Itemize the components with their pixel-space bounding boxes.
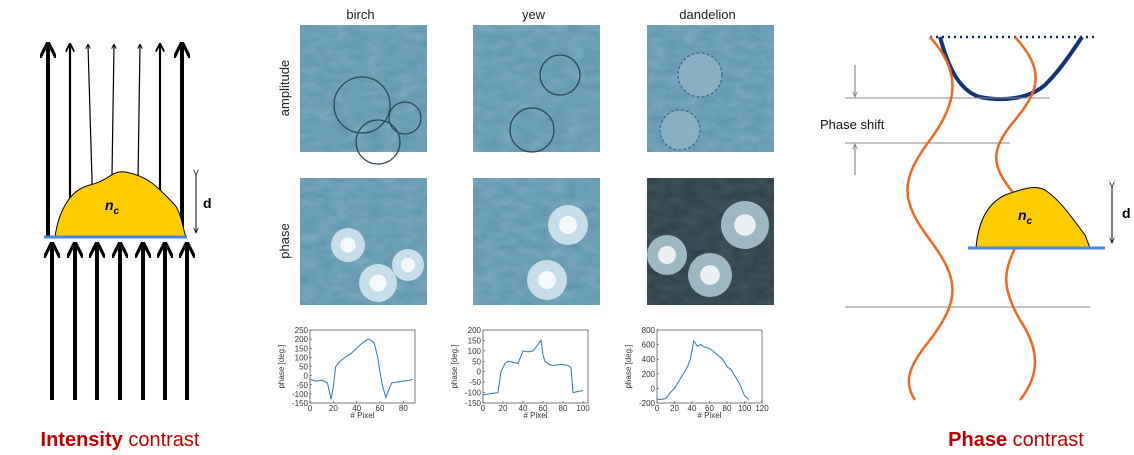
title-bold: Intensity bbox=[41, 429, 124, 451]
y-tick-label: 600 bbox=[642, 341, 656, 350]
data-line bbox=[310, 339, 413, 399]
row-label: amplitude bbox=[277, 60, 292, 116]
data-line bbox=[657, 341, 749, 400]
x-tick-label: 20 bbox=[670, 404, 679, 413]
y-tick-label: 200 bbox=[295, 335, 309, 344]
y-tick-label: -200 bbox=[639, 399, 656, 408]
y-tick-label: 150 bbox=[295, 344, 309, 353]
cell-core bbox=[369, 274, 386, 291]
x-tick-label: 100 bbox=[576, 404, 590, 413]
y-tick-label: -150 bbox=[465, 399, 482, 408]
plot-frame bbox=[657, 330, 762, 403]
column-label: yew bbox=[522, 7, 546, 22]
y-axis-label: phase [deg.] bbox=[624, 344, 633, 388]
y-axis-label: phase [deg.] bbox=[450, 344, 459, 388]
subscript: c bbox=[114, 206, 120, 217]
symbol: n bbox=[105, 197, 114, 213]
y-tick-label: 50 bbox=[472, 357, 481, 366]
y-tick-label: 0 bbox=[651, 384, 656, 393]
x-tick-label: 80 bbox=[723, 404, 732, 413]
x-axis-label: # Pixel bbox=[350, 411, 374, 420]
image-texture bbox=[473, 25, 600, 152]
x-tick-label: 120 bbox=[755, 404, 769, 413]
x-tick-label: 100 bbox=[738, 404, 752, 413]
y-tick-label: -50 bbox=[296, 381, 308, 390]
x-tick-label: 0 bbox=[308, 404, 313, 413]
plot-frame bbox=[483, 330, 588, 403]
cell-core bbox=[658, 246, 676, 264]
cell-core bbox=[401, 258, 415, 272]
y-tick-label: 150 bbox=[468, 336, 482, 345]
y-tick-label: 250 bbox=[295, 326, 309, 335]
phase-diagram bbox=[845, 37, 1112, 400]
x-tick-label: 0 bbox=[481, 404, 486, 413]
cell bbox=[660, 110, 700, 150]
row-label: phase bbox=[277, 223, 292, 258]
y-tick-label: -150 bbox=[292, 399, 309, 408]
column-label: dandelion bbox=[679, 7, 735, 22]
phase-shift-label: Phase shift bbox=[820, 117, 885, 132]
x-tick-label: 20 bbox=[499, 404, 508, 413]
y-tick-label: 200 bbox=[468, 326, 482, 335]
figure: nc d Intensity contrast birchyewdandelio… bbox=[0, 0, 1134, 455]
x-axis-label: # Pixel bbox=[523, 411, 547, 420]
cell-core bbox=[340, 237, 355, 252]
cell-core bbox=[559, 216, 577, 234]
y-tick-label: -100 bbox=[292, 390, 309, 399]
y-tick-label: 100 bbox=[295, 353, 309, 362]
cell-core bbox=[700, 265, 720, 285]
cell-core bbox=[734, 214, 756, 236]
thickness-label: d bbox=[1122, 205, 1131, 221]
left-title: Intensity contrast bbox=[41, 429, 200, 451]
cell bbox=[678, 53, 722, 97]
x-tick-label: 20 bbox=[329, 404, 338, 413]
y-axis-label: phase [deg.] bbox=[277, 344, 286, 388]
column-label: birch bbox=[346, 7, 374, 22]
y-tick-label: 100 bbox=[468, 347, 482, 356]
title-bold: Phase bbox=[948, 429, 1007, 451]
plot-frame bbox=[310, 330, 415, 403]
intensity-diagram bbox=[44, 45, 196, 400]
subscript: c bbox=[1027, 216, 1033, 227]
right-title: Phase contrast bbox=[948, 429, 1084, 451]
title-rest: contrast bbox=[123, 429, 200, 451]
x-tick-label: 60 bbox=[376, 404, 385, 413]
y-tick-label: -100 bbox=[465, 389, 482, 398]
symbol: n bbox=[1018, 207, 1027, 223]
y-tick-label: 0 bbox=[477, 368, 482, 377]
image-grid: birch yew dandelion amplitude phase bbox=[277, 7, 774, 305]
x-tick-label: 80 bbox=[399, 404, 408, 413]
y-tick-label: 200 bbox=[642, 370, 656, 379]
y-tick-label: 0 bbox=[304, 372, 309, 381]
y-tick-label: -50 bbox=[469, 378, 481, 387]
cell-core bbox=[538, 271, 556, 289]
y-tick-label: 800 bbox=[642, 326, 656, 335]
thickness-label: d bbox=[203, 195, 212, 211]
y-tick-label: 50 bbox=[299, 363, 308, 372]
data-line bbox=[483, 340, 583, 394]
title-rest: contrast bbox=[1007, 429, 1084, 451]
x-tick-label: 0 bbox=[655, 404, 660, 413]
x-axis-label: # Pixel bbox=[697, 411, 721, 420]
x-tick-label: 80 bbox=[559, 404, 568, 413]
y-tick-label: 400 bbox=[642, 355, 656, 364]
x-tick-label: 40 bbox=[688, 404, 697, 413]
